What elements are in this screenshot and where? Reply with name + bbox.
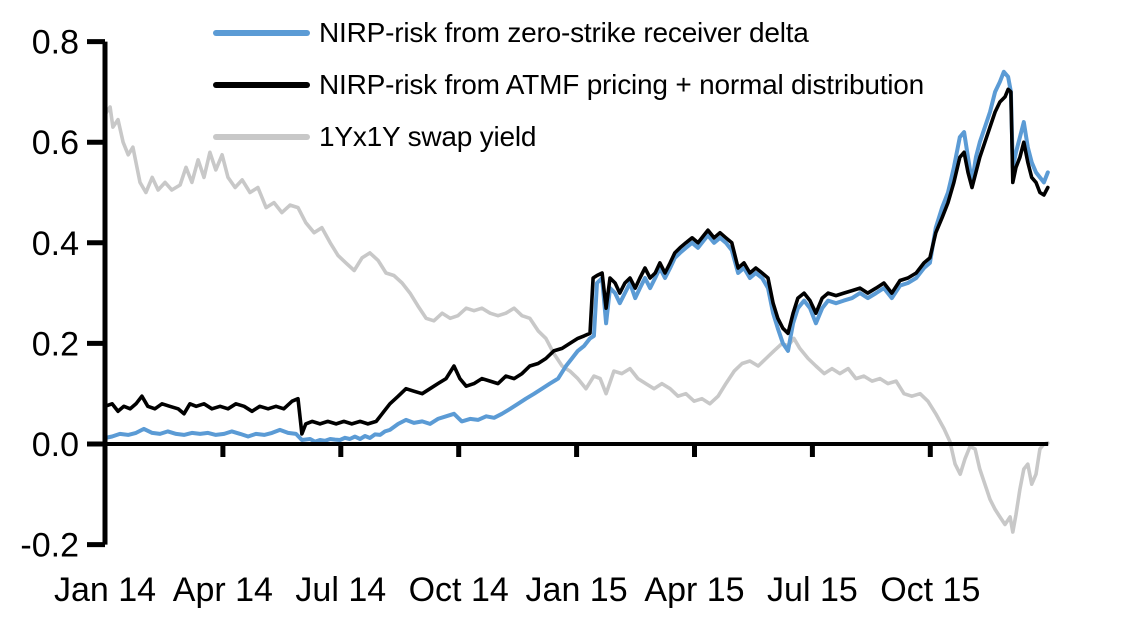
legend-label: NIRP-risk from zero-strike receiver delt… [319,17,809,48]
x-axis-label: Apr 14 [173,571,273,609]
legend-swatch-black-line [213,82,310,88]
x-axis-label: Oct 15 [880,571,980,609]
legend-swatch-blue-line [213,30,310,36]
y-axis-label: 0.8 [32,24,79,62]
legend-item-zero-strike: NIRP-risk from zero-strike receiver delt… [213,7,924,59]
legend-item-swap-yield: 1Yx1Y swap yield [213,111,924,163]
legend-label: 1Yx1Y swap yield [319,121,537,152]
x-axis-label: Apr 15 [644,571,744,609]
y-axis-label: 0.6 [32,124,79,162]
x-axis-label: Oct 14 [409,571,509,609]
legend-label: NIRP-risk from ATMF pricing + normal dis… [319,69,925,100]
y-axis-label: 0.2 [32,325,79,363]
x-axis-label: Jan 15 [526,571,628,609]
x-axis-label: Jul 14 [295,571,386,609]
x-axis-label: Jul 15 [767,571,858,609]
y-axis-label: 0.4 [32,225,79,263]
legend-item-atmf: NIRP-risk from ATMF pricing + normal dis… [213,59,924,111]
series-line-2 [103,105,1050,534]
y-axis-label: -0.2 [20,527,79,565]
y-axis-label: 0.0 [32,426,79,464]
series-line-1 [103,87,1050,436]
x-axis-label: Jan 14 [54,571,156,609]
legend: NIRP-risk from zero-strike receiver delt… [213,7,924,163]
series-line-0 [103,69,1050,444]
legend-swatch-gray-line [213,134,310,140]
